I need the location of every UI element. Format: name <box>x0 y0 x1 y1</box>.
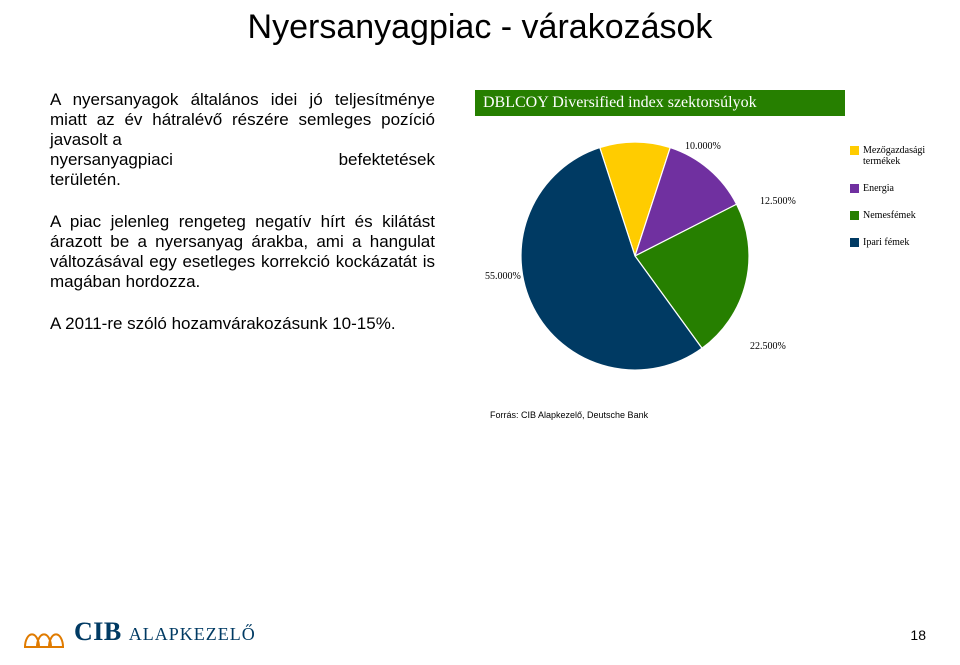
legend-swatch-0 <box>850 146 859 155</box>
legend-swatch-1 <box>850 184 859 193</box>
paragraph-1c: területén. <box>50 170 121 189</box>
slice-label-1: 12.500% <box>760 196 796 207</box>
chart-panel: DBLCOY Diversified index szektorsúlyok 1… <box>475 90 905 406</box>
slide: Nyersanyagpiac - várakozások A nyersanya… <box>0 0 960 665</box>
legend-label-0: Mezőgazdasági termékek <box>863 145 950 167</box>
paragraph-1b-left: nyersanyagpiaci <box>50 150 173 170</box>
legend-item-0: Mezőgazdasági termékek <box>850 145 950 167</box>
brand-logo-icon <box>24 615 64 649</box>
legend-swatch-2 <box>850 211 859 220</box>
slice-label-2: 22.500% <box>750 341 786 352</box>
brand-sub: ALAPKEZELŐ <box>129 624 256 644</box>
body-text: A nyersanyagok általános idei jó teljesí… <box>50 90 435 356</box>
legend-swatch-3 <box>850 238 859 247</box>
brand-name: CIB ALAPKEZELŐ <box>74 617 256 647</box>
legend-label-1: Energia <box>863 183 894 194</box>
chart-title: DBLCOY Diversified index szektorsúlyok <box>475 90 845 116</box>
legend-item-3: Ipari fémek <box>850 237 950 248</box>
chart-legend: Mezőgazdasági termékek Energia Nemesféme… <box>850 145 950 264</box>
pie-svg <box>515 136 755 376</box>
slice-label-0: 10.000% <box>685 141 721 152</box>
paragraph-1a: A nyersanyagok általános idei jó teljesí… <box>50 90 435 149</box>
page-title: Nyersanyagpiac - várakozások <box>0 8 960 47</box>
brand-main: CIB <box>74 617 122 646</box>
chart-source: Forrás: CIB Alapkezelő, Deutsche Bank <box>490 410 648 420</box>
paragraph-2: A piac jelenleg rengeteg negatív hírt és… <box>50 212 435 292</box>
slice-label-3: 55.000% <box>485 271 521 282</box>
paragraph-1: A nyersanyagok általános idei jó teljesí… <box>50 90 435 190</box>
legend-label-2: Nemesfémek <box>863 210 916 221</box>
paragraph-3: A 2011-re szóló hozamvárakozásunk 10-15%… <box>50 314 435 334</box>
legend-item-1: Energia <box>850 183 950 194</box>
page-number: 18 <box>910 627 926 643</box>
paragraph-1b-right: befektetések <box>339 150 435 170</box>
pie-chart: 10.000% 12.500% 22.500% 55.000% <box>475 116 905 406</box>
legend-item-2: Nemesfémek <box>850 210 950 221</box>
legend-label-3: Ipari fémek <box>863 237 909 248</box>
footer: CIB ALAPKEZELŐ <box>24 615 256 649</box>
